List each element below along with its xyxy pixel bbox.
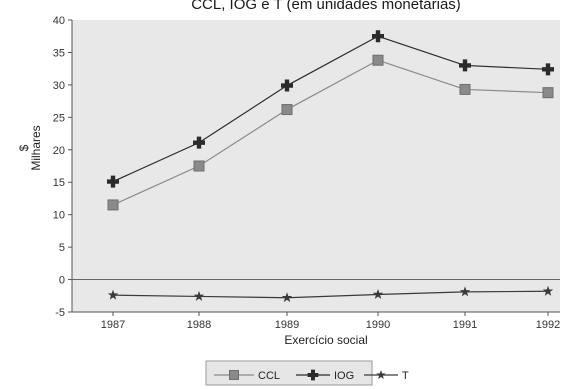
x-tick-label: 1992 xyxy=(536,319,560,331)
data-point-t xyxy=(372,288,384,299)
x-tick-label: 1989 xyxy=(275,319,299,331)
series-line-iog xyxy=(112,35,549,183)
y-axis-title-line-2: Milhares xyxy=(29,125,43,170)
data-point-t xyxy=(193,290,205,301)
data-point-iog xyxy=(107,175,119,188)
legend-marker-iog xyxy=(307,369,319,381)
data-point-iog xyxy=(542,63,554,76)
x-axis-title: Exercício social xyxy=(284,333,367,347)
series-layer xyxy=(107,30,554,303)
data-point-ccl xyxy=(193,160,205,172)
y-axis-title-line-1: $ xyxy=(17,144,31,151)
y-tick-label: 20 xyxy=(53,145,65,157)
y-tick-label: 40 xyxy=(53,15,65,27)
series-line-t xyxy=(112,290,549,299)
data-point-iog xyxy=(193,136,205,149)
axis-layer: -5 0 5 10 15 20 25 30 35 40 1987 1988 1989 1990 1991 19… xyxy=(53,15,560,331)
y-axis-title: $ Milhares xyxy=(17,125,43,170)
chart-title: CCL, IOG e T (em unidades monetárias) xyxy=(191,0,461,13)
series-iog xyxy=(107,30,554,188)
y-tick-label: 10 xyxy=(53,210,65,222)
series-t xyxy=(107,285,554,303)
y-tick-label: 5 xyxy=(59,242,65,254)
series-line-ccl xyxy=(112,59,549,206)
legend-label-iog: IOG xyxy=(334,370,354,382)
data-point-t xyxy=(107,289,119,300)
data-point-t xyxy=(281,292,293,303)
y-tick-label: 35 xyxy=(53,47,65,59)
data-point-iog xyxy=(372,30,384,43)
x-tick-label: 1987 xyxy=(101,319,125,331)
data-point-ccl xyxy=(281,104,293,116)
data-point-ccl xyxy=(459,83,471,95)
y-tick-label: 15 xyxy=(53,177,65,189)
data-point-t xyxy=(459,286,471,297)
legend-marker-t xyxy=(376,370,386,379)
y-tick-label: 0 xyxy=(59,275,65,287)
legend-marker-ccl xyxy=(229,370,239,380)
x-tick-label: 1990 xyxy=(366,319,390,331)
y-tick-label: 25 xyxy=(53,112,65,124)
series-ccl xyxy=(107,54,554,211)
data-point-ccl xyxy=(372,54,384,66)
data-point-ccl xyxy=(107,199,119,211)
data-point-iog xyxy=(281,79,293,92)
x-tick-label: 1991 xyxy=(453,319,477,331)
data-point-t xyxy=(542,285,554,296)
y-tick-label: -5 xyxy=(55,307,65,319)
x-tick-label: 1988 xyxy=(187,319,211,331)
plot-background xyxy=(72,20,560,312)
y-tick-label: 30 xyxy=(53,80,65,92)
data-point-iog xyxy=(459,59,471,72)
legend-label-ccl: CCL xyxy=(258,370,280,382)
plot-area xyxy=(72,20,560,312)
data-point-ccl xyxy=(542,87,554,99)
legend-label-t: T xyxy=(402,370,409,382)
legend: CCL IOG T xyxy=(205,360,409,386)
